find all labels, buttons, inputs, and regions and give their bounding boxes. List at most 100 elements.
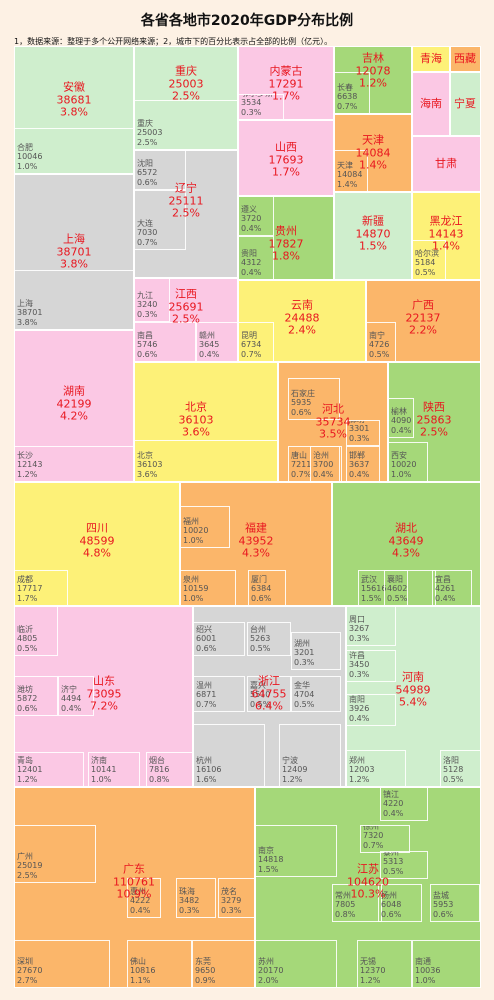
city-value: 6734: [241, 340, 262, 349]
city-pct: 0.5%: [387, 593, 408, 603]
city-pct: 0.9%: [195, 975, 216, 985]
city-label: 惠州 4222 0.4%: [130, 887, 150, 916]
city-温州: 温州 6871 0.7%: [193, 676, 245, 712]
city-pct: 2.7%: [17, 975, 38, 985]
city-name: 武汉: [361, 574, 377, 584]
province-江西: [134, 278, 238, 362]
city-大连: 大连 7030 0.7%: [134, 190, 186, 250]
city-pct: 0.4%: [349, 469, 370, 479]
city-台州: 台州 5263 0.5%: [247, 622, 291, 656]
city-南昌: 南昌 5746 0.6%: [134, 322, 196, 362]
city-name: 廊坊: [349, 421, 369, 424]
city-label: 济南 10141 1.0%: [91, 756, 116, 785]
city-value: 5746: [137, 340, 158, 349]
city-label: 九江 3240 0.3%: [137, 291, 157, 320]
province-上海: [14, 174, 134, 330]
city-value: 3534: [241, 98, 262, 107]
city-label: 上海 38701 3.8%: [17, 299, 42, 328]
city-value: 4704: [294, 690, 315, 699]
city-value: 12401: [17, 765, 43, 774]
city-邯郸: 邯郸 3637 0.4%: [346, 446, 380, 482]
city-pct: 0.4%: [435, 593, 456, 603]
city-label: 襄阳 4602 0.5%: [387, 575, 407, 604]
city-name: 襄阳: [387, 574, 403, 584]
city-赣州: 赣州 3645 0.4%: [196, 322, 238, 362]
city-label: 盐城 5953 0.6%: [433, 891, 453, 920]
city-value: 3482: [179, 896, 200, 905]
city-pct: 1.2%: [17, 774, 38, 784]
city-name: 徐州: [363, 825, 379, 831]
city-label: 南京 14818 1.5%: [258, 846, 283, 875]
city-pct: 0.6%: [381, 909, 402, 919]
city-绍兴: 绍兴 6001 0.6%: [193, 622, 245, 656]
city-东莞: 东莞 9650 0.9%: [192, 940, 255, 988]
city-value: 12370: [360, 966, 386, 975]
city-pct: 0.7%: [137, 237, 158, 247]
city-长沙: 长沙 12143 1.2%: [14, 446, 134, 482]
city-厦门: 厦门 6384 0.6%: [248, 570, 286, 606]
city-pct: 1.2%: [282, 774, 303, 784]
city-pct: 0.4%: [349, 713, 370, 723]
city-name: 台州: [250, 624, 266, 634]
city-label: 青岛 12401 1.2%: [17, 756, 42, 785]
city-徐州: 徐州 7320 0.7%: [360, 825, 410, 853]
city-value: 4222: [130, 896, 151, 905]
city-name: 惠州: [130, 886, 146, 896]
city-武汉: 武汉 15616 1.5%: [358, 570, 408, 606]
city-label: 台州 5263 0.5%: [250, 625, 270, 654]
city-name: 上海: [17, 298, 33, 308]
city-value: 4602: [387, 584, 408, 593]
city-pct: 1.5%: [258, 864, 279, 874]
city-value: 25019: [17, 861, 43, 870]
city-label: 苏州 20170 2.0%: [258, 957, 283, 986]
city-pct: 0.5%: [17, 643, 38, 653]
city-珠海: 珠海 3482 0.3%: [176, 878, 216, 918]
city-value: 6638: [337, 92, 358, 101]
city-value: 20170: [258, 966, 284, 975]
city-name: 南宁: [369, 330, 385, 340]
city-label: 沧州 3700 0.4%: [313, 451, 333, 480]
city-label: 宜昌 4261 0.4%: [435, 575, 455, 604]
province-海南: [412, 72, 450, 136]
city-value: 10020: [391, 460, 417, 469]
city-value: 10159: [183, 584, 209, 593]
city-value: 5184: [415, 258, 436, 267]
city-name: 临沂: [17, 624, 33, 634]
city-name: 昆明: [241, 330, 257, 340]
city-value: 6572: [137, 168, 158, 177]
city-name: 东莞: [195, 956, 211, 966]
city-name: 许昌: [349, 650, 365, 660]
city-name: 无锡: [360, 956, 376, 966]
city-value: 10036: [415, 966, 441, 975]
city-pct: 1.0%: [183, 593, 204, 603]
city-pct: 1.4%: [337, 179, 358, 189]
city-value: 10816: [130, 966, 156, 975]
city-pct: 0.4%: [199, 349, 220, 359]
city-value: 3267: [349, 624, 370, 633]
city-pct: 1.2%: [349, 774, 370, 784]
city-value: 12003: [349, 765, 375, 774]
city-label: 广州 25019 2.5%: [17, 852, 42, 881]
city-pct: 1.1%: [130, 975, 151, 985]
city-pct: 0.6%: [291, 407, 312, 417]
city-昆明: 昆明 6734 0.7%: [238, 322, 274, 362]
city-pct: 0.4%: [241, 267, 262, 277]
city-pct: 0.3%: [179, 905, 200, 915]
city-济宁: 济宁 4494 0.4%: [58, 676, 94, 716]
city-name: 南通: [415, 956, 431, 966]
city-鄂尔多斯: 鄂尔多斯35340.3%: [238, 94, 284, 120]
city-value: 3700: [313, 460, 334, 469]
city-value: 7030: [137, 228, 158, 237]
city-name: 厦门: [251, 574, 267, 584]
city-上海: 上海 38701 3.8%: [14, 270, 134, 330]
city-扬州: 扬州 6048 0.6%: [378, 884, 422, 922]
city-value: 3301: [349, 424, 370, 433]
city-value: 10141: [91, 765, 117, 774]
city-value: 5953: [433, 900, 454, 909]
city-value: 7320: [363, 831, 384, 840]
city-value: 15616: [361, 584, 387, 593]
city-label: 武汉 15616 1.5%: [361, 575, 386, 604]
city-label: 鄂尔多斯35340.3%: [241, 95, 273, 117]
city-name: 成都: [17, 574, 33, 584]
city-pct: 1.0%: [415, 975, 436, 985]
